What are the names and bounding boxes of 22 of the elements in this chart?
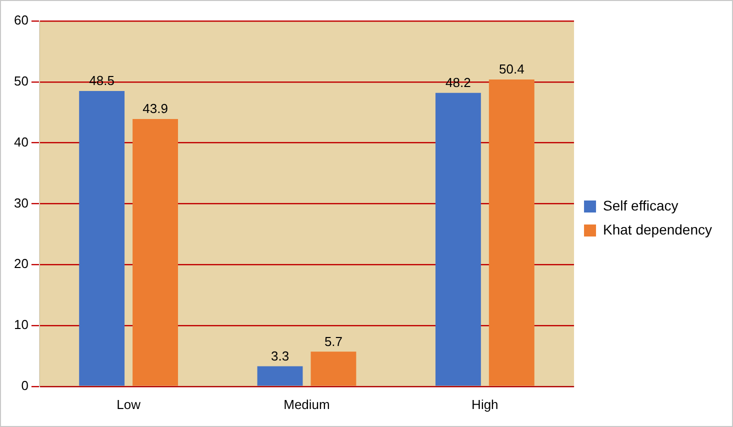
x-tick-label: Low [116, 396, 142, 412]
bar [132, 119, 178, 386]
data-label: 50.4 [499, 62, 524, 77]
bar [257, 366, 303, 386]
y-tick-label: 40 [14, 134, 28, 150]
data-label: 43.9 [142, 101, 168, 116]
bar [310, 352, 356, 386]
bar [435, 92, 481, 386]
y-tick-label: 60 [14, 12, 28, 28]
x-tick-label: Medium [284, 396, 330, 412]
y-tick-label: 20 [14, 256, 28, 272]
x-tick-label: High [472, 396, 498, 412]
y-tick-label: 0 [21, 378, 28, 393]
bar [488, 79, 534, 386]
y-tick-label: 30 [14, 195, 28, 210]
data-label: 5.7 [324, 334, 343, 349]
y-tick-label: 10 [14, 317, 28, 332]
data-label: 3.3 [270, 348, 290, 364]
legend-label: Self efficacy [603, 197, 678, 214]
bar [79, 91, 125, 386]
legend-label: Khat dependency [603, 221, 712, 238]
y-tick-label: 50 [14, 73, 28, 88]
